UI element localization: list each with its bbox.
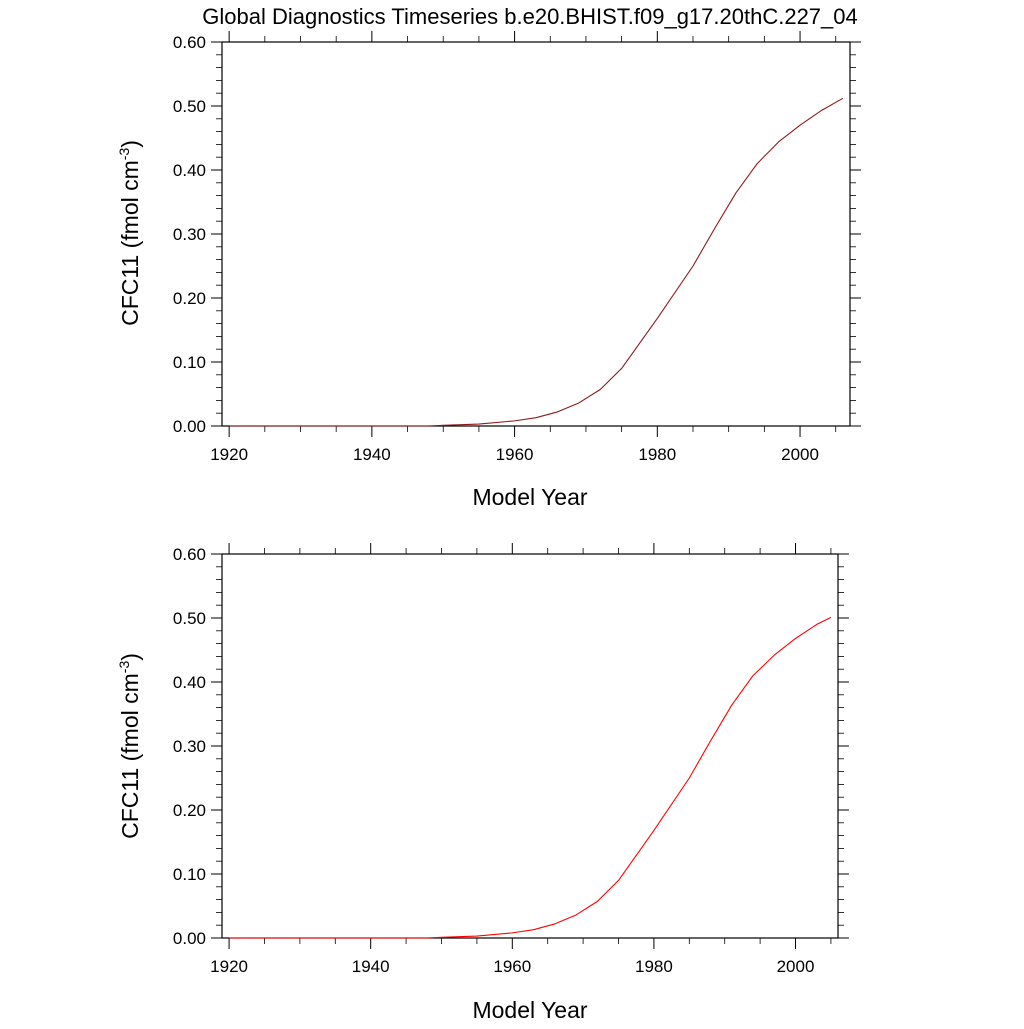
x-axis-title: Model Year [472,484,587,510]
y-tick-label: 0.20 [173,289,206,308]
y-tick-label: 0.50 [173,97,206,116]
y-tick-label: 0.40 [173,673,206,692]
series-line [229,97,844,427]
series-line [229,616,832,939]
y-axis-title-text: CFC11 (fmol cm [117,673,143,839]
y-tick-label: 0.40 [173,161,206,180]
y-axis-title: CFC11 (fmol cm-3) [116,653,143,839]
x-tick-label: 1960 [493,957,531,976]
x-tick-label: 1940 [353,445,391,464]
y-tick-label: 0.50 [173,609,206,628]
figure-title: Global Diagnostics Timeseries b.e20.BHIS… [202,4,858,29]
y-axis-title: CFC11 (fmol cm-3) [116,140,143,326]
x-tick-label: 2000 [777,957,815,976]
y-tick-label: 0.30 [173,225,206,244]
y-tick-label: 0.10 [173,865,206,884]
y-tick-label: 0.60 [173,545,206,564]
svg-text:CFC11 (fmol cm-3): CFC11 (fmol cm-3) [116,653,143,839]
y-axis-title-text: CFC11 (fmol cm [117,160,143,326]
x-tick-label: 1940 [352,957,390,976]
y-tick-label: 0.00 [173,929,206,948]
x-tick-label: 1920 [210,445,248,464]
y-tick-label: 0.10 [173,353,206,372]
y-tick-label: 0.20 [173,801,206,820]
y-axis-title-exponent: -3 [116,148,132,161]
y-tick-label: 0.00 [173,417,206,436]
plot-frame [221,41,851,427]
plot-frame [221,553,839,939]
y-tick-label: 0.60 [173,33,206,52]
x-tick-label: 1980 [638,445,676,464]
top-chart: CFC11 (fmol cm-3) Model Year 1920 1940 196… [116,31,861,510]
x-tick-label: 1960 [496,445,534,464]
svg-text:CFC11 (fmol cm-3): CFC11 (fmol cm-3) [116,140,143,326]
x-axis-title: Model Year [472,997,587,1023]
y-axis-title-close: ) [117,140,143,148]
x-tick-label: 2000 [781,445,819,464]
y-tick-label: 0.30 [173,737,206,756]
x-tick-label: 1920 [210,957,248,976]
x-tick-label: 1980 [635,957,673,976]
y-axis-title-exponent: -3 [116,661,132,674]
bottom-chart: CFC11 (fmol cm-3) Model Year 1920 1940 196… [116,543,849,1023]
y-axis-title-close: ) [117,653,143,661]
